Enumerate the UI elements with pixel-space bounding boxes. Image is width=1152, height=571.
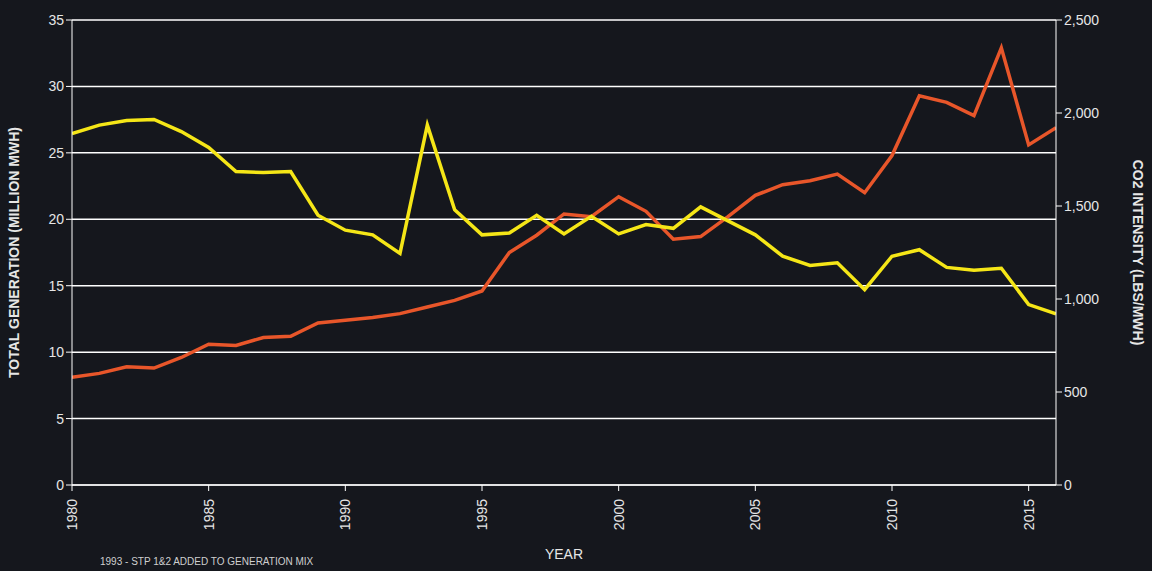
svg-text:1,000: 1,000 <box>1064 291 1099 307</box>
svg-text:30: 30 <box>48 78 64 94</box>
svg-text:2005: 2005 <box>747 499 763 530</box>
svg-text:35: 35 <box>48 12 64 28</box>
svg-text:YEAR: YEAR <box>545 546 583 562</box>
svg-text:CO2 INTENSITY (LBS/MWH): CO2 INTENSITY (LBS/MWH) <box>1130 160 1146 346</box>
svg-text:25: 25 <box>48 145 64 161</box>
svg-text:1980: 1980 <box>64 499 80 530</box>
svg-text:2,000: 2,000 <box>1064 105 1099 121</box>
svg-text:1985: 1985 <box>201 499 217 530</box>
svg-text:500: 500 <box>1064 384 1088 400</box>
svg-text:5: 5 <box>56 411 64 427</box>
svg-text:2,500: 2,500 <box>1064 12 1099 28</box>
svg-text:2010: 2010 <box>884 499 900 530</box>
svg-text:1995: 1995 <box>474 499 490 530</box>
svg-text:2000: 2000 <box>611 499 627 530</box>
svg-text:20: 20 <box>48 211 64 227</box>
svg-text:1,500: 1,500 <box>1064 198 1099 214</box>
svg-text:10: 10 <box>48 344 64 360</box>
svg-text:2015: 2015 <box>1021 499 1037 530</box>
svg-text:TOTAL GENERATION (MILLION MWH): TOTAL GENERATION (MILLION MWH) <box>6 127 22 378</box>
svg-text:1990: 1990 <box>337 499 353 530</box>
svg-text:0: 0 <box>56 477 64 493</box>
html-text:1993 - STP 1&2 ADDED TO GENERA: 1993 - STP 1&2 ADDED TO GENERATION MIX <box>100 556 314 567</box>
svg-text:0: 0 <box>1064 477 1072 493</box>
svg-text:15: 15 <box>48 278 64 294</box>
